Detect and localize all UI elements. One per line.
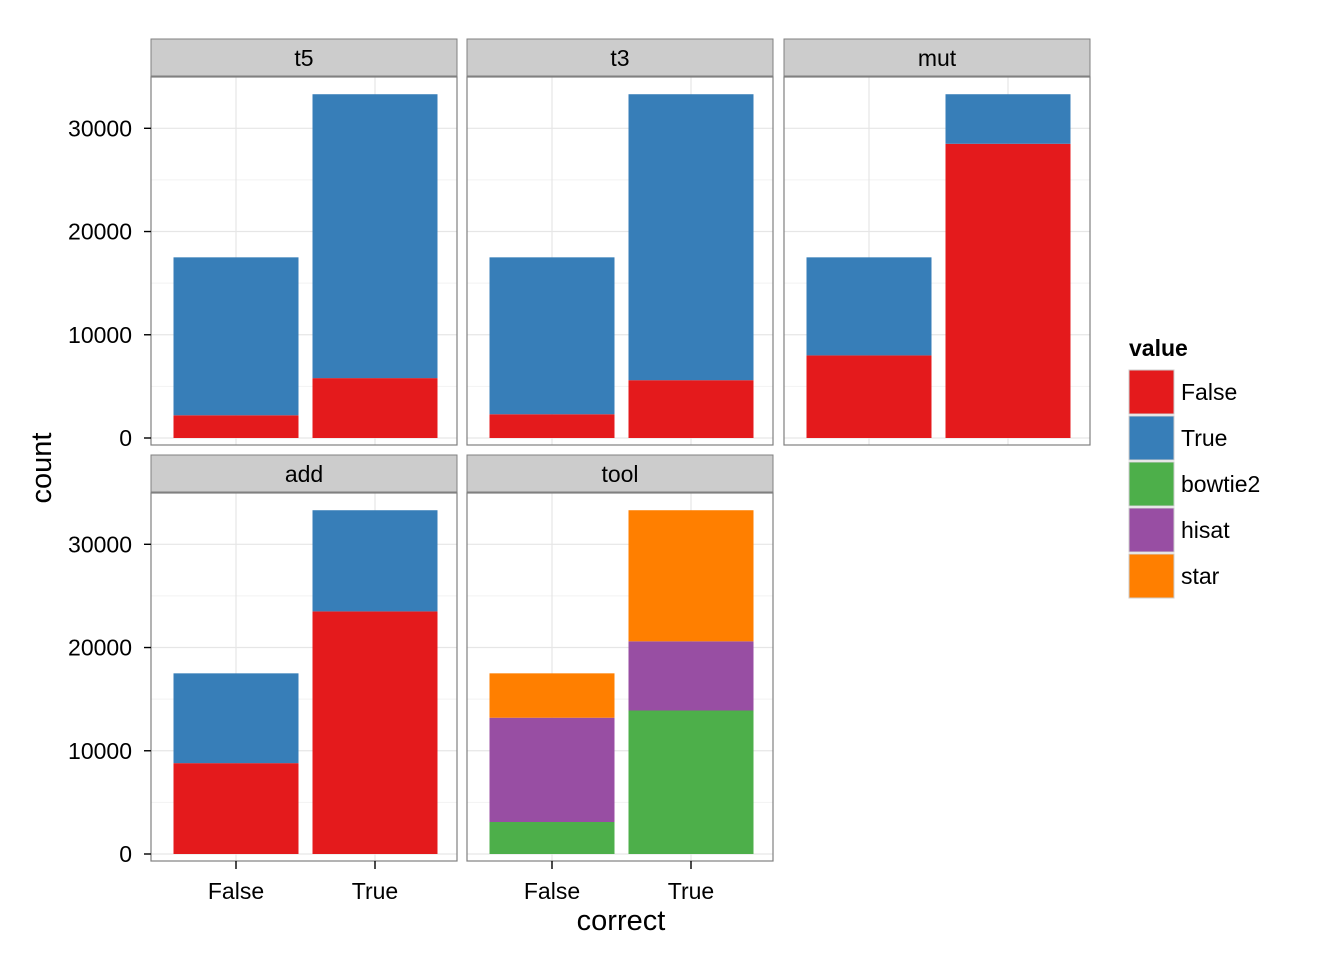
bar-segment-true-true (312, 510, 438, 612)
y-axis-title: count (26, 433, 58, 504)
bar-segment-star-true (628, 510, 754, 642)
x-tick-label: False (208, 878, 264, 904)
panel-border (466, 492, 774, 862)
y-tick-label: 20000 (68, 635, 132, 661)
bar-segment-hisat-false (489, 717, 615, 822)
legend-item-hisat: hisat (1127, 506, 1230, 554)
bar-segment-true-false (173, 673, 299, 764)
facet-panel-t5: t5 (150, 38, 458, 446)
bars (173, 510, 438, 854)
facet-strip (783, 38, 1091, 77)
bar-segment-true-false (173, 257, 299, 416)
legend-swatch (1128, 415, 1175, 461)
bar-segment-star-false (489, 673, 615, 718)
panel-border (150, 492, 458, 862)
y-tick-label: 30000 (68, 115, 132, 141)
facet-strip-label: mut (918, 45, 957, 71)
bar-segment-bowtie2-true (628, 710, 754, 854)
bar-segment-true-true (945, 94, 1071, 144)
panel-border (783, 76, 1091, 446)
bar-segment-false-false (173, 415, 299, 438)
facet-strip-label: add (285, 461, 323, 487)
legend-item-false: False (1127, 368, 1237, 416)
y-tick-label: 0 (119, 425, 132, 451)
x-axis-title: correct (577, 905, 666, 937)
facet-strip-label: t5 (294, 45, 313, 71)
facet-panel-t3: t3 (466, 38, 774, 446)
legend-swatch (1128, 507, 1175, 553)
bars (173, 94, 438, 438)
legend-item-true: True (1127, 414, 1227, 462)
legend-label: star (1181, 563, 1220, 589)
legend-label: bowtie2 (1181, 471, 1260, 497)
bars (489, 510, 754, 854)
x-tick-label: False (524, 878, 580, 904)
bar-segment-true-true (628, 94, 754, 381)
bar-segment-false-false (173, 763, 299, 854)
bar-segment-false-true (312, 378, 438, 438)
y-tick-label: 20000 (68, 219, 132, 245)
bar-segment-false-true (945, 143, 1071, 438)
legend-swatch (1128, 553, 1175, 599)
y-axis-row-2: 0 10000 20000 30000 (68, 531, 151, 867)
x-tick-label: True (668, 878, 714, 904)
y-tick-label: 0 (119, 841, 132, 867)
panel-border (150, 76, 458, 446)
legend-label: False (1181, 379, 1237, 405)
legend-title: value (1129, 335, 1188, 361)
y-tick-label: 10000 (68, 738, 132, 764)
y-tick-label: 30000 (68, 531, 132, 557)
facet-panel-tool: tool (466, 454, 774, 862)
legend-item-bowtie2: bowtie2 (1127, 460, 1260, 508)
bar-segment-hisat-true (628, 641, 754, 711)
x-axes: False True False True (208, 861, 714, 904)
y-axis-row-1: 0 10000 20000 30000 (68, 115, 151, 451)
y-tick-label: 10000 (68, 322, 132, 348)
bar-segment-false-true (312, 611, 438, 854)
bar-segment-true-false (489, 257, 615, 415)
bar-segment-bowtie2-false (489, 821, 615, 854)
legend-label: True (1181, 425, 1227, 451)
bar-segment-false-false (806, 355, 932, 438)
facet-strip-label: t3 (610, 45, 629, 71)
y-axes: 0 10000 20000 30000 0 10000 20000 30000 (68, 115, 151, 867)
facet-panel-mut: mut (783, 38, 1091, 446)
legend-swatch (1128, 369, 1175, 415)
facet-strip (466, 38, 774, 77)
bar-segment-false-false (489, 414, 615, 438)
facet-panels: t5 t3 mut add tool (150, 38, 1091, 862)
legend-swatch (1128, 461, 1175, 507)
bars (489, 94, 754, 438)
facet-strip (150, 454, 458, 493)
x-axis-add: False True (208, 861, 398, 904)
facet-panel-add: add (150, 454, 458, 862)
facet-strip (466, 454, 774, 493)
legend-item-star: star (1127, 552, 1220, 600)
facet-strip (150, 38, 458, 77)
panel-border (466, 76, 774, 446)
legend: value False True bowtie2 hisat star (1127, 335, 1260, 600)
facet-strip-label: tool (601, 461, 638, 487)
bars (806, 94, 1071, 438)
bar-segment-true-false (806, 257, 932, 356)
legend-label: hisat (1181, 517, 1230, 543)
x-tick-label: True (352, 878, 398, 904)
bar-segment-false-true (628, 380, 754, 438)
x-axis-tool: False True (524, 861, 714, 904)
bar-segment-true-true (312, 94, 438, 379)
